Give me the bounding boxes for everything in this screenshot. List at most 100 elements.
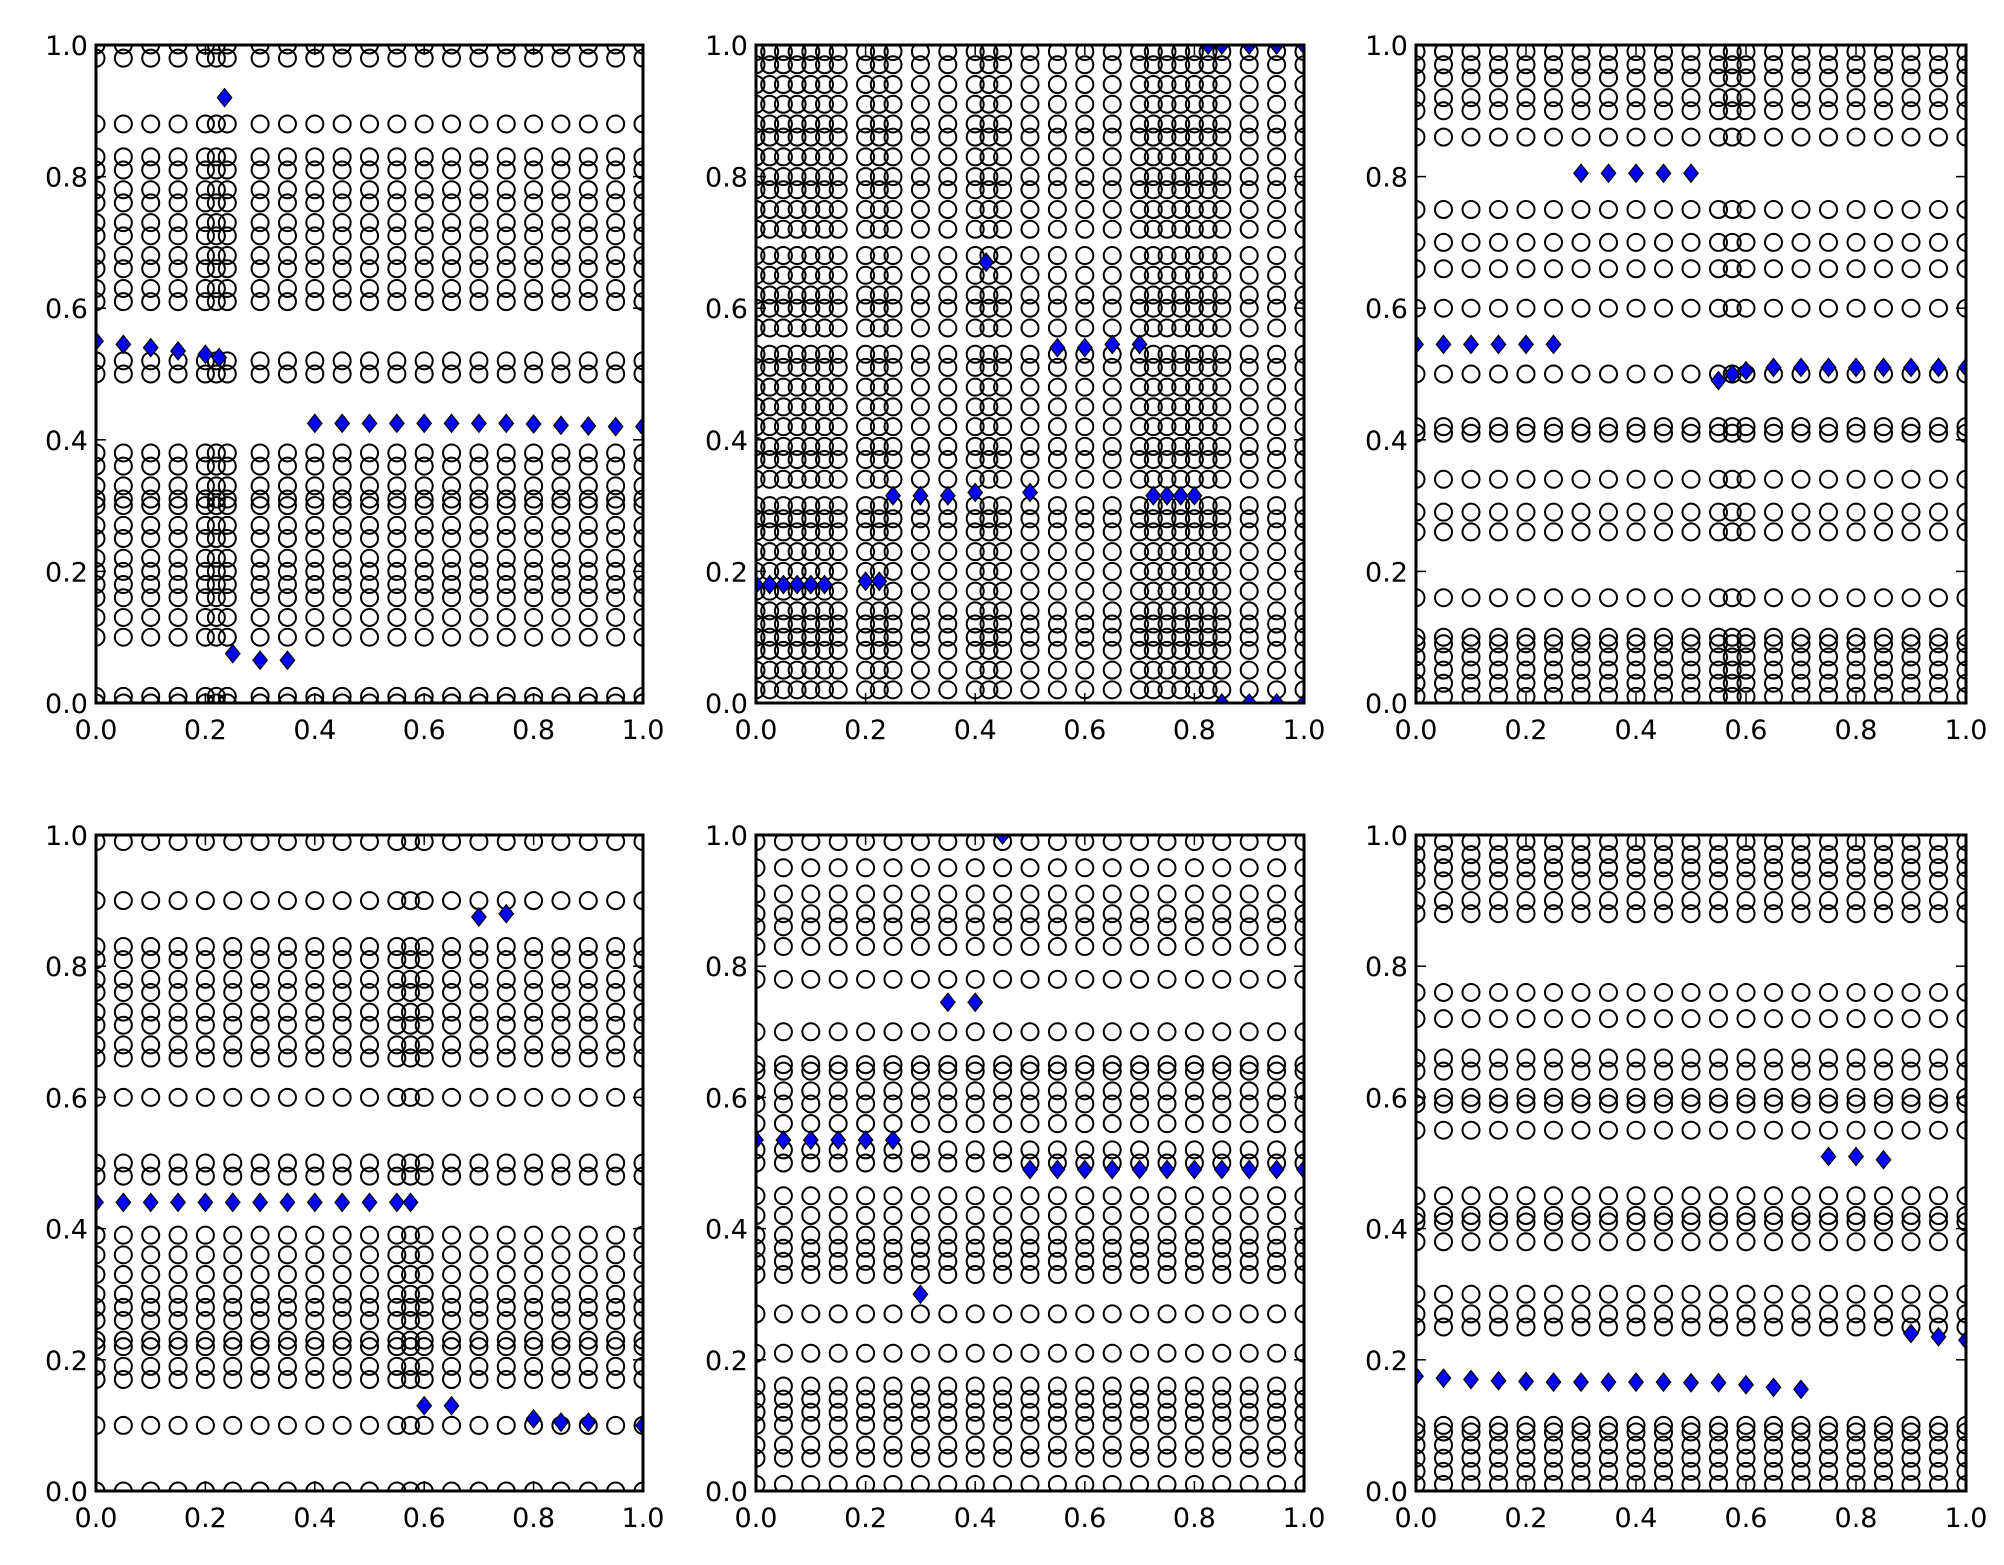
circle-point [1764,634,1783,654]
circle-point [1416,88,1426,108]
circle-point [1764,845,1783,865]
circle-point [469,1245,489,1265]
circle-point [1516,634,1536,654]
circle-point [96,1337,106,1357]
circle-point [223,1265,243,1285]
circle-point [1571,417,1591,437]
circle-point [828,417,848,437]
circle-point [1489,1317,1508,1337]
circle-point [1157,969,1177,989]
diamond-point [1049,1159,1066,1180]
circle-point [206,548,226,568]
circle-point [1819,1232,1838,1252]
circle-point [1489,634,1508,654]
circle-point [551,1356,571,1376]
circle-point [1571,1422,1591,1442]
circle-point [277,937,297,957]
circle-point [1212,397,1232,417]
circle-point [1929,200,1948,219]
circle-point [869,298,889,318]
circle-point [578,476,598,496]
circle-point [801,1474,821,1491]
circle-point [773,627,793,647]
circle-point [1461,364,1481,384]
circle-point [1489,1415,1508,1435]
circle-point [1571,982,1591,1002]
circle-point [1599,364,1618,384]
circle-point [1294,1186,1304,1206]
circle-point [1791,1304,1811,1324]
circle-point [277,1015,297,1035]
circle-point [993,858,1013,878]
circle-point [332,891,352,911]
circle-point [633,575,643,595]
circle-point [250,48,270,68]
circle-point [801,1376,821,1396]
circle-point [168,937,188,957]
circle-point [828,496,848,516]
circle-point [469,45,489,55]
circle-point [96,950,106,970]
circle-point [1020,114,1040,134]
circle-point [1102,627,1122,647]
circle-point [1239,496,1259,516]
circle-point [1143,614,1163,634]
circle-point [168,575,188,595]
circle-point [223,891,243,911]
diamond-point [1958,1330,1966,1351]
circle-point [96,456,106,476]
circle-point [1047,200,1067,219]
circle-point [993,94,1013,114]
circle-point [206,364,226,384]
circle-point [1047,357,1067,377]
circle-point [1874,298,1893,318]
circle-point [979,344,999,364]
circle-point [387,575,407,595]
circle-point [1130,581,1150,601]
circle-point [1047,298,1067,318]
circle-point [496,1245,516,1265]
circle-point [1171,45,1191,62]
circle-point [993,680,1013,700]
diamond-point [830,1130,847,1151]
circle-point [1130,614,1150,634]
circle-point [217,693,237,703]
circle-point [1571,1474,1591,1491]
circle-point [469,246,489,266]
circle-point [1599,1120,1618,1140]
circle-point [387,588,407,608]
circle-point [1956,1048,1966,1068]
circle-point [773,1304,793,1324]
circle-point [96,627,106,647]
circle-point [1516,127,1536,147]
circle-point [1294,601,1304,621]
circle-point [760,114,780,134]
circle-point [1130,1376,1150,1396]
circle-point [1461,423,1481,443]
circle-point [773,397,793,417]
circle-point [756,1153,766,1173]
circle-point [1434,298,1453,318]
circle-point [1239,937,1259,957]
circle-point [414,226,434,246]
circle-point [1075,1343,1095,1363]
circle-point [96,835,106,852]
circle-point [1489,858,1508,878]
circle-point [469,1087,489,1107]
circle-point [1020,180,1040,200]
circle-point [828,1225,848,1245]
circle-point [1239,884,1259,904]
circle-point [1489,68,1508,88]
circle-point [277,575,297,595]
circle-point [828,318,848,338]
circle-point [250,548,270,568]
circle-point [606,1153,626,1173]
circle-point [828,1343,848,1363]
circle-point [360,278,379,298]
circle-point [113,982,133,1002]
circle-point [828,436,848,456]
circle-point [1654,1474,1673,1491]
circle-point [979,509,999,529]
circle-point [332,937,352,957]
circle-point [223,950,243,970]
